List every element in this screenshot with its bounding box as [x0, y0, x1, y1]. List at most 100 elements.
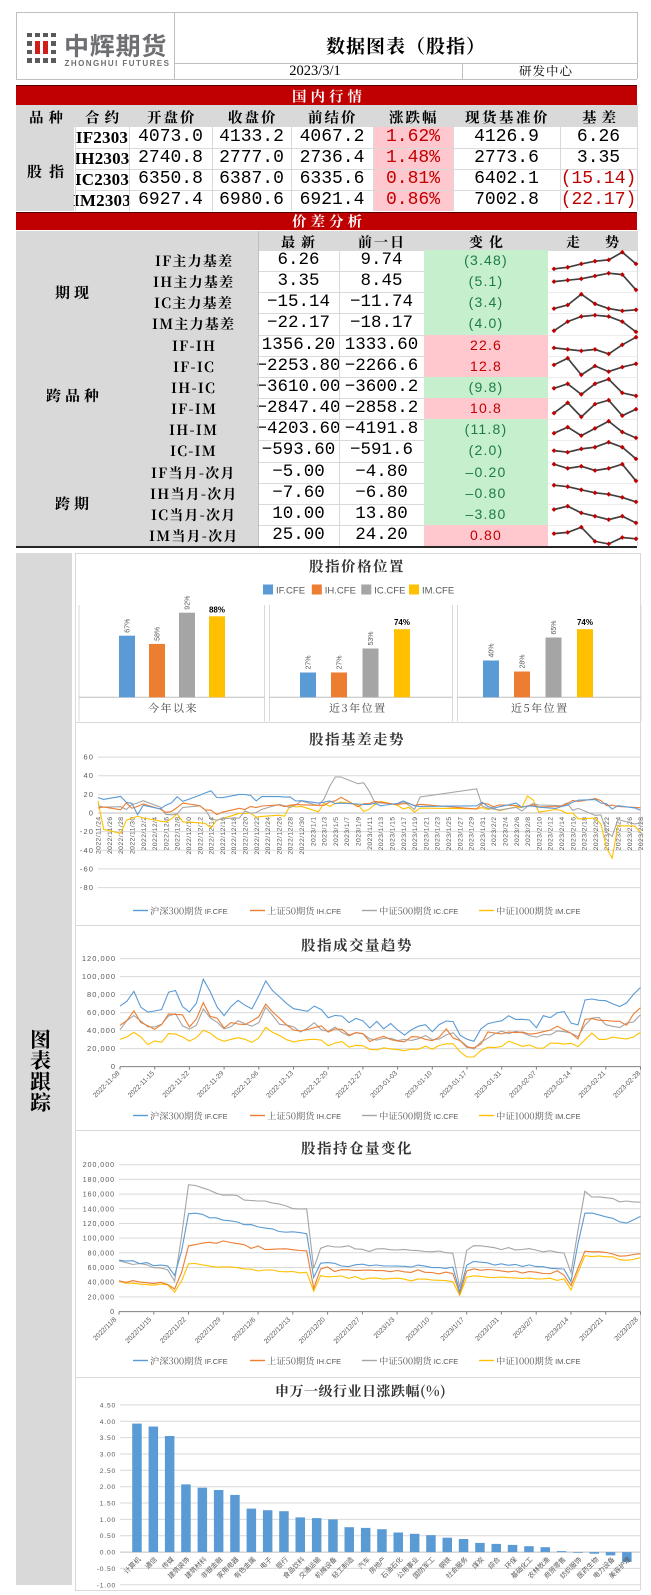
svg-text:2022/11/8: 2022/11/8 [92, 1316, 118, 1342]
svg-text:2022/12/28: 2022/12/28 [288, 817, 295, 855]
svg-text:2023/1/11: 2023/1/11 [367, 817, 374, 850]
svg-text:65%: 65% [551, 620, 558, 634]
svg-text:60,000: 60,000 [87, 1008, 116, 1017]
svg-text:2022-11-15: 2022-11-15 [127, 1070, 156, 1099]
svg-text:2023/2/28: 2023/2/28 [638, 817, 645, 851]
svg-text:0.50: 0.50 [100, 1533, 116, 1540]
svg-text:2023/2/18: 2023/2/18 [582, 817, 589, 851]
svg-text:4.50: 4.50 [100, 1402, 116, 1409]
svg-text:120,000: 120,000 [82, 954, 116, 963]
svg-text:2023/2/21: 2023/2/21 [579, 1316, 605, 1342]
svg-text:-80: -80 [80, 883, 94, 892]
svg-text:1.50: 1.50 [100, 1501, 116, 1508]
svg-text:40%: 40% [489, 643, 496, 657]
svg-text:2023/2/6: 2023/2/6 [514, 817, 521, 847]
svg-text:2023/1/17: 2023/1/17 [440, 1316, 466, 1342]
svg-text:3.00: 3.00 [100, 1452, 116, 1459]
svg-text:2022/12/14: 2022/12/14 [209, 817, 216, 855]
svg-text:2023/1/23: 2023/1/23 [435, 817, 442, 851]
svg-text:27%: 27% [306, 655, 313, 669]
svg-text:2023-01-17: 2023-01-17 [439, 1070, 469, 1100]
svg-text:2023/2/26: 2023/2/26 [627, 817, 634, 851]
svg-text:140,000: 140,000 [83, 1206, 115, 1213]
svg-text:2023-02-28: 2023-02-28 [612, 1070, 642, 1100]
svg-text:74%: 74% [577, 618, 593, 627]
svg-text:2023/1/25: 2023/1/25 [446, 817, 453, 851]
svg-text:2023/2/7: 2023/2/7 [512, 1316, 536, 1340]
svg-text:2023-01-31: 2023-01-31 [474, 1070, 504, 1100]
svg-text:0: 0 [111, 1062, 116, 1071]
svg-text:2023/2/10: 2023/2/10 [536, 817, 543, 851]
svg-text:2022/11/15: 2022/11/15 [124, 1316, 153, 1345]
svg-text:40,000: 40,000 [87, 1026, 116, 1035]
svg-text:IC.CFE: IC.CFE [374, 586, 405, 597]
svg-text:2022/11/24: 2022/11/24 [96, 817, 103, 855]
svg-text:2023/2/14: 2023/2/14 [544, 1316, 570, 1342]
svg-text:-20: -20 [80, 827, 94, 836]
svg-text:2022/12/16: 2022/12/16 [220, 817, 227, 855]
svg-text:0: 0 [110, 1309, 115, 1316]
svg-text:IM.CFE: IM.CFE [422, 586, 454, 597]
svg-text:2023/1/10: 2023/1/10 [405, 1316, 431, 1342]
svg-text:2022/12/4: 2022/12/4 [152, 817, 159, 851]
svg-text:2022/12/22: 2022/12/22 [254, 817, 261, 855]
svg-text:88%: 88% [209, 605, 225, 614]
svg-text:2022/12/30: 2022/12/30 [299, 817, 306, 855]
svg-text:2023/2/12: 2023/2/12 [548, 817, 555, 851]
svg-text:2023/2/4: 2023/2/4 [503, 817, 510, 847]
svg-text:0.00: 0.00 [100, 1550, 116, 1557]
svg-text:40,000: 40,000 [88, 1280, 115, 1287]
svg-text:2023-01-10: 2023-01-10 [404, 1070, 434, 1100]
svg-text:53%: 53% [368, 631, 375, 645]
svg-text:67%: 67% [125, 619, 132, 633]
svg-text:2023/1/5: 2023/1/5 [333, 817, 340, 847]
svg-text:2023-02-07: 2023-02-07 [508, 1070, 538, 1100]
svg-text:2023/1/31: 2023/1/31 [474, 1316, 500, 1342]
svg-text:2023/1/15: 2023/1/15 [390, 817, 397, 851]
svg-text:2023/2/28: 2023/2/28 [613, 1316, 639, 1342]
svg-text:160,000: 160,000 [83, 1192, 115, 1199]
svg-text:2022/11/26: 2022/11/26 [107, 817, 114, 855]
svg-text:40: 40 [83, 771, 94, 780]
svg-text:2022-11-29: 2022-11-29 [196, 1070, 225, 1099]
svg-text:4.00: 4.00 [100, 1419, 116, 1426]
svg-text:80,000: 80,000 [88, 1250, 115, 1257]
svg-text:2023-02-14: 2023-02-14 [543, 1070, 573, 1100]
svg-text:0: 0 [89, 809, 94, 818]
svg-text:2022/12/20: 2022/12/20 [243, 817, 250, 855]
svg-text:74%: 74% [394, 618, 410, 627]
svg-text:2023/1/17: 2023/1/17 [401, 817, 408, 851]
svg-text:20: 20 [83, 790, 94, 799]
svg-text:2022-12-06: 2022-12-06 [231, 1070, 261, 1100]
svg-text:2023/1/7: 2023/1/7 [344, 817, 351, 847]
svg-text:2022/12/12: 2022/12/12 [197, 817, 204, 855]
svg-text:2022/12/24: 2022/12/24 [265, 817, 272, 855]
svg-text:2022/12/10: 2022/12/10 [186, 817, 193, 855]
svg-text:-1.00: -1.00 [97, 1582, 116, 1589]
svg-text:2022/12/2: 2022/12/2 [141, 817, 148, 851]
svg-text:2023/1/29: 2023/1/29 [469, 817, 476, 851]
svg-text:2022/12/6: 2022/12/6 [163, 817, 170, 851]
svg-text:180,000: 180,000 [83, 1177, 115, 1184]
svg-text:92%: 92% [185, 596, 192, 610]
svg-text:2023/1/1: 2023/1/1 [310, 817, 317, 847]
svg-text:2023/2/20: 2023/2/20 [593, 817, 600, 851]
svg-text:2.50: 2.50 [100, 1468, 116, 1475]
svg-text:-60: -60 [80, 864, 94, 873]
svg-text:-40: -40 [80, 846, 94, 855]
svg-text:2022/11/22: 2022/11/22 [159, 1316, 188, 1345]
svg-text:2022/12/6: 2022/12/6 [231, 1316, 257, 1342]
svg-text:20,000: 20,000 [87, 1044, 116, 1053]
svg-text:2023/2/16: 2023/2/16 [570, 817, 577, 851]
svg-text:2023/2/24: 2023/2/24 [616, 817, 623, 851]
svg-text:2022/12/13: 2022/12/13 [263, 1316, 292, 1345]
svg-text:2022/11/30: 2022/11/30 [130, 817, 137, 855]
svg-text:20,000: 20,000 [88, 1294, 115, 1301]
svg-text:2023-02-21: 2023-02-21 [578, 1070, 608, 1100]
svg-text:2023/1/13: 2023/1/13 [378, 817, 385, 851]
svg-text:2022-12-20: 2022-12-20 [300, 1070, 330, 1100]
svg-text:2022/11/28: 2022/11/28 [118, 817, 125, 855]
svg-text:80,000: 80,000 [87, 990, 116, 999]
svg-text:2023-01-03: 2023-01-03 [369, 1070, 399, 1100]
svg-text:60: 60 [83, 753, 94, 762]
